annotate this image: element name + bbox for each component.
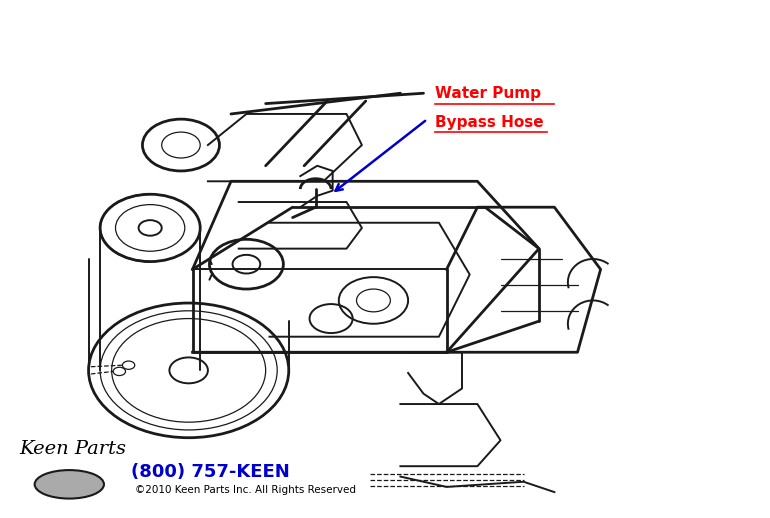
Text: Water Pump: Water Pump	[435, 86, 546, 101]
Text: Keen Parts: Keen Parts	[19, 440, 126, 458]
Text: Bypass Hose: Bypass Hose	[435, 114, 544, 130]
Text: (800) 757-KEEN: (800) 757-KEEN	[131, 463, 290, 481]
Ellipse shape	[35, 470, 104, 498]
Text: ©2010 Keen Parts Inc. All Rights Reserved: ©2010 Keen Parts Inc. All Rights Reserve…	[135, 485, 356, 495]
